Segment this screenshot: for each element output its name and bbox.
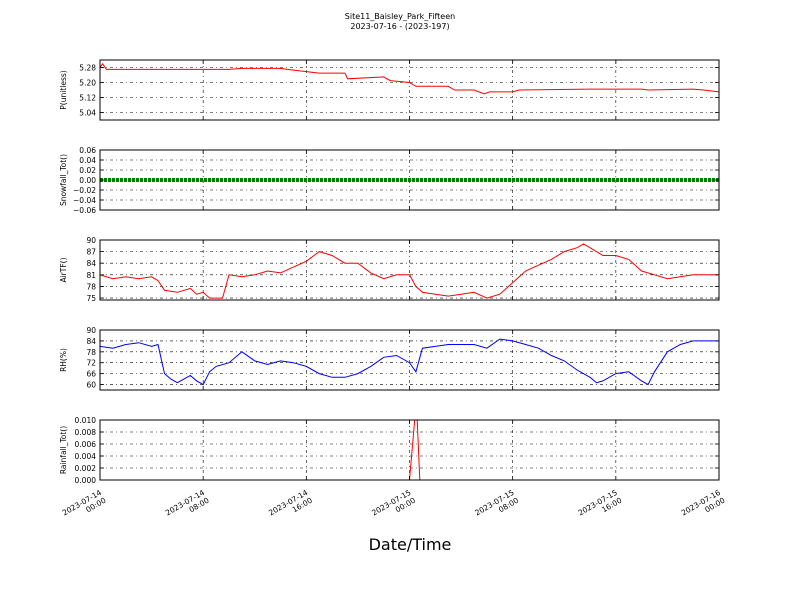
y-tick-label: 87 bbox=[86, 248, 96, 257]
panel-0: 5.28 5.20 5.12 5.04 P(unitless) bbox=[59, 59, 720, 121]
x-axis-ticks: 2023-07-1400:00 2023-07-1408:00 2023-07-14… bbox=[61, 488, 727, 525]
y-tick-label: 5.28 bbox=[79, 64, 96, 73]
y-axis-label: RH(%) bbox=[59, 348, 68, 372]
y-tick-label: 0.006 bbox=[75, 440, 97, 449]
y-tick-label: 66 bbox=[86, 370, 96, 379]
y-tick-label: 5.12 bbox=[79, 94, 96, 103]
panel-1: 0.060.040.020.00−0.02−0.04−0.06 Snowfall_… bbox=[59, 146, 720, 215]
y-tick-label: 0.008 bbox=[75, 428, 97, 437]
x-tick-label: 2023-07-1416:00 bbox=[267, 488, 314, 525]
x-tick-label: 2023-07-1508:00 bbox=[473, 488, 520, 525]
y-tick-label: 0.002 bbox=[75, 464, 97, 473]
x-axis-label: Date/Time bbox=[369, 535, 452, 554]
y-tick-label: 72 bbox=[86, 359, 96, 368]
panel-4: 0.010 0.008 0.006 0.004 0.002 0.000 Rainfall_T… bbox=[59, 416, 720, 485]
x-tick-label: 2023-07-1500:00 bbox=[370, 488, 417, 525]
y-tick-label: 75 bbox=[86, 294, 96, 303]
y-tick-label: 0.000 bbox=[75, 476, 97, 485]
panel-2: 90 87 84 81 78 75 AirTF() bbox=[59, 236, 720, 303]
x-tick-label: 2023-07-1516:00 bbox=[577, 488, 624, 525]
y-tick-label: 0.004 bbox=[75, 452, 97, 461]
y-tick-label: 84 bbox=[86, 259, 96, 268]
y-tick-label: −0.02 bbox=[73, 186, 96, 195]
y-axis-label: P(unitless) bbox=[59, 70, 68, 109]
series-line-0 bbox=[100, 62, 719, 95]
panel-3: 90 84 78 72 66 60 RH(%) bbox=[59, 326, 720, 391]
y-tick-label: 60 bbox=[86, 381, 96, 390]
x-tick-label: 2023-07-1408:00 bbox=[164, 488, 211, 525]
series-line-2 bbox=[100, 243, 719, 299]
chart-title: Site11_Baisley_Park_Fifteen bbox=[345, 12, 455, 21]
y-tick-label: 90 bbox=[86, 236, 96, 245]
y-tick-label: 0.04 bbox=[79, 156, 96, 165]
y-tick-label: 78 bbox=[86, 348, 96, 357]
series-line-3 bbox=[100, 338, 719, 386]
x-tick-label: 2023-07-1600:00 bbox=[680, 488, 727, 525]
chart-subtitle: 2023-07-16 - (2023-197) bbox=[350, 22, 449, 31]
y-tick-label: 78 bbox=[86, 282, 96, 291]
y-tick-label: 90 bbox=[86, 326, 96, 335]
y-tick-label: 81 bbox=[86, 271, 96, 280]
y-tick-label: 0.00 bbox=[79, 176, 96, 185]
y-tick-label: −0.04 bbox=[73, 196, 96, 205]
y-tick-label: 5.20 bbox=[79, 79, 96, 88]
y-tick-label: 0.010 bbox=[75, 416, 97, 425]
y-axis-label: AirTF() bbox=[59, 257, 68, 282]
y-tick-label: −0.06 bbox=[73, 206, 96, 215]
y-tick-label: 5.04 bbox=[79, 109, 96, 118]
panels: 5.285.205.125.04P(unitless)0.060.040.020… bbox=[59, 59, 720, 485]
x-tick-label: 2023-07-1400:00 bbox=[61, 488, 108, 525]
y-axis-label: Snowfall_Tot() bbox=[59, 154, 68, 206]
y-tick-label: 0.02 bbox=[79, 166, 96, 175]
y-tick-label: 0.06 bbox=[79, 146, 96, 155]
y-tick-label: 84 bbox=[86, 337, 96, 346]
y-axis-label: Rainfall_Tot() bbox=[59, 426, 68, 474]
